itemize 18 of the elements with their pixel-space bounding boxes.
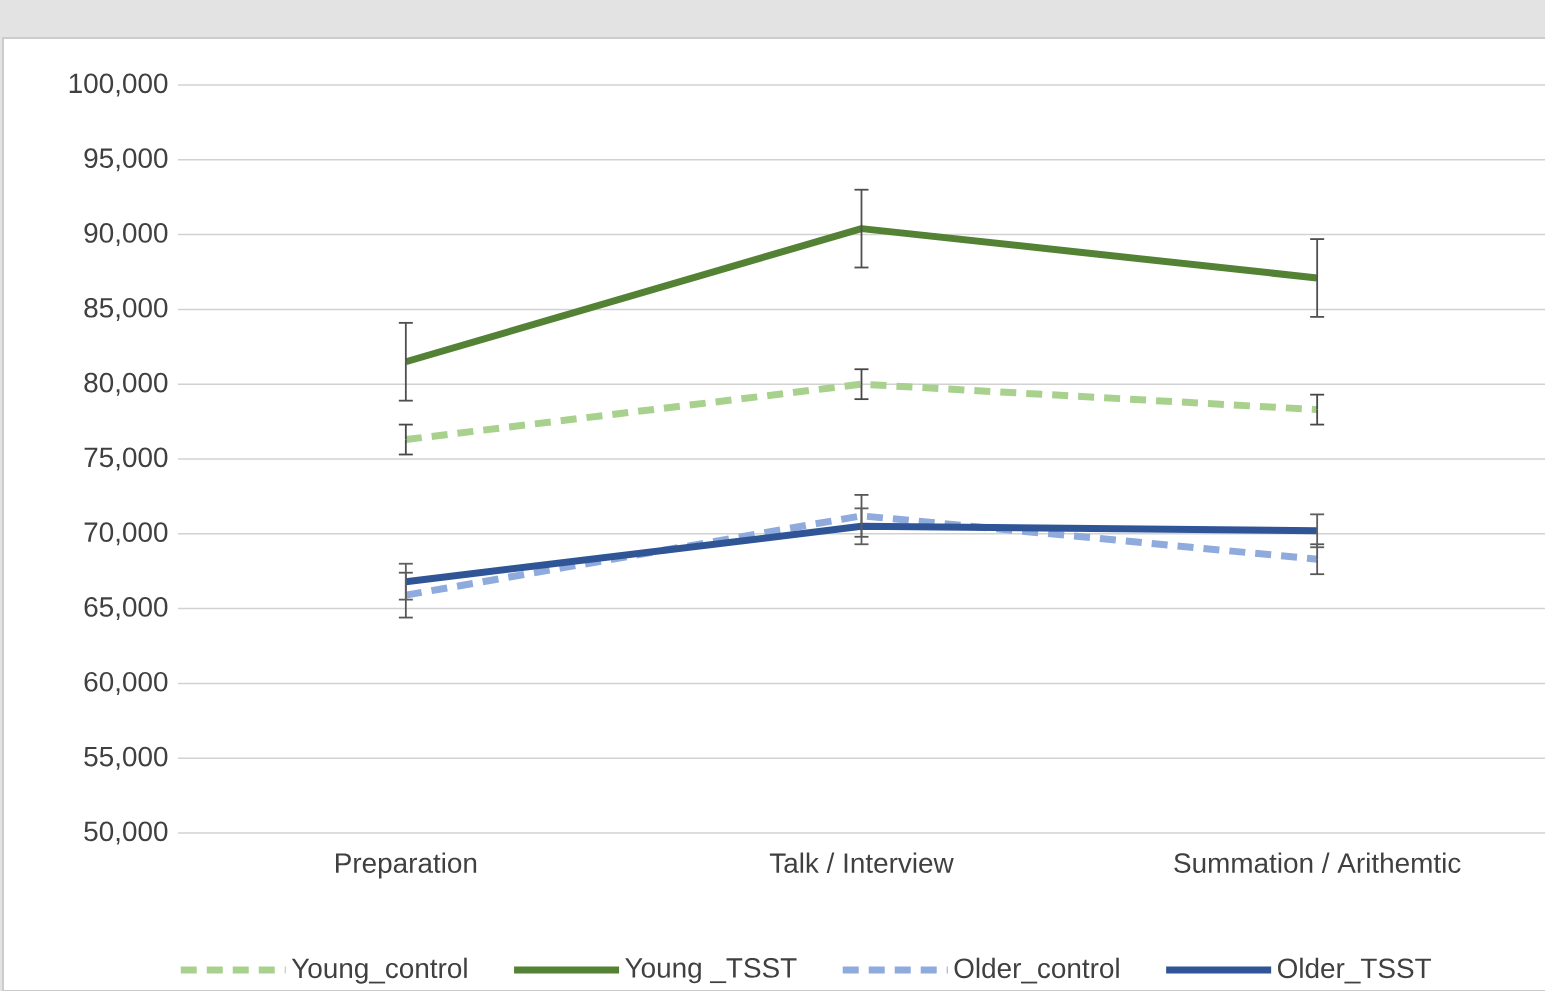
y-tick-label: 95,000 [84, 148, 168, 172]
y-tick-label: 100,000 [69, 73, 168, 97]
x-tick-label: Talk / Interview [769, 852, 954, 873]
legend-label: Older_control [954, 957, 1119, 984]
legend-label: Older_TSST [1277, 957, 1431, 984]
y-tick-label: 90,000 [84, 223, 168, 247]
y-tick-label: 60,000 [84, 671, 168, 695]
legend-label: Young _TSST [625, 958, 797, 984]
y-tick-label: 70,000 [84, 522, 168, 546]
y-tick-label: 85,000 [84, 297, 168, 321]
y-tick-label: 50,000 [84, 821, 168, 845]
y-tick-label: 55,000 [84, 746, 168, 770]
x-tick-label: Preparation [336, 852, 477, 879]
y-tick-label: 75,000 [84, 447, 168, 471]
y-tick-label: 80,000 [84, 372, 168, 396]
x-tick-label: Summation / Arithemtic [1174, 852, 1461, 873]
legend-label: Young_control [291, 957, 467, 984]
y-tick-label: 65,000 [84, 597, 168, 621]
